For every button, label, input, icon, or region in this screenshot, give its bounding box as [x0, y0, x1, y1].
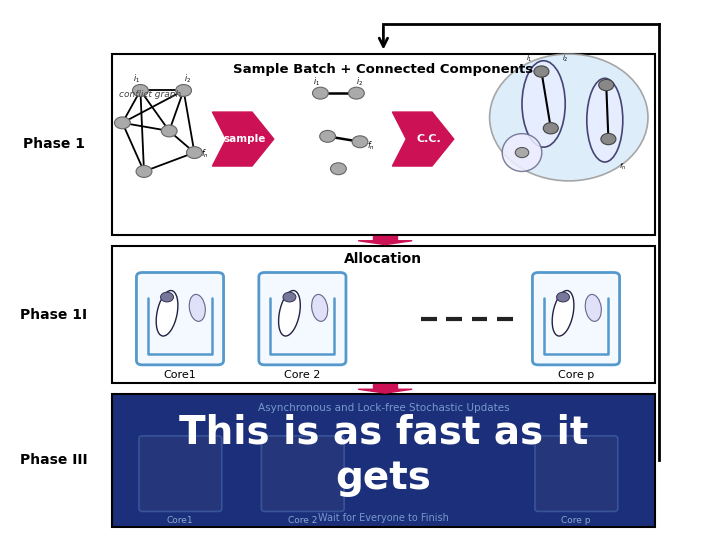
Text: $i_1$: $i_1$ — [313, 76, 320, 88]
Text: $f_n$: $f_n$ — [367, 139, 374, 152]
Ellipse shape — [279, 291, 300, 336]
FancyBboxPatch shape — [137, 273, 223, 365]
Circle shape — [516, 147, 528, 158]
Text: $f_n$: $f_n$ — [619, 162, 626, 172]
Ellipse shape — [503, 134, 542, 172]
Text: Sample Batch + Connected Components: Sample Batch + Connected Components — [233, 63, 534, 76]
FancyBboxPatch shape — [533, 273, 620, 365]
FancyBboxPatch shape — [261, 436, 344, 511]
Circle shape — [161, 292, 174, 302]
Circle shape — [114, 117, 130, 129]
Text: $i_1$: $i_1$ — [526, 54, 533, 64]
Text: Phase III: Phase III — [20, 454, 88, 467]
Bar — [373, 236, 397, 241]
Text: Core p: Core p — [558, 370, 594, 380]
Circle shape — [136, 165, 152, 177]
Circle shape — [601, 133, 616, 145]
Text: Allocation: Allocation — [344, 252, 423, 266]
Polygon shape — [392, 112, 454, 166]
Text: Core1: Core1 — [167, 516, 193, 525]
Circle shape — [352, 136, 368, 148]
Ellipse shape — [156, 291, 178, 336]
FancyBboxPatch shape — [112, 246, 655, 383]
FancyBboxPatch shape — [139, 436, 222, 511]
Text: conflict graph: conflict graph — [119, 90, 181, 99]
Ellipse shape — [189, 294, 205, 321]
Circle shape — [330, 163, 346, 175]
Ellipse shape — [490, 54, 648, 181]
Text: Core 2: Core 2 — [284, 370, 320, 380]
Text: Phase 1: Phase 1 — [23, 138, 85, 151]
Circle shape — [161, 125, 177, 137]
Circle shape — [348, 87, 364, 99]
Bar — [373, 384, 397, 389]
Text: Core 2: Core 2 — [288, 516, 317, 525]
Text: $i_2$: $i_2$ — [562, 54, 569, 64]
Circle shape — [557, 292, 570, 302]
FancyBboxPatch shape — [112, 54, 655, 235]
Circle shape — [176, 84, 192, 97]
FancyBboxPatch shape — [112, 394, 655, 526]
Text: C.C.: C.C. — [416, 134, 441, 144]
Text: Phase 1I: Phase 1I — [20, 308, 88, 321]
FancyBboxPatch shape — [535, 436, 618, 511]
Text: This is as fast as it
gets: This is as fast as it gets — [179, 413, 588, 497]
Ellipse shape — [587, 78, 623, 162]
Polygon shape — [359, 241, 412, 245]
Polygon shape — [359, 389, 412, 393]
Circle shape — [534, 66, 549, 77]
Polygon shape — [212, 112, 274, 166]
Ellipse shape — [552, 291, 574, 336]
Ellipse shape — [585, 294, 601, 321]
Circle shape — [132, 84, 148, 97]
Circle shape — [312, 87, 328, 99]
Text: Asynchronous and Lock-free Stochastic Updates: Asynchronous and Lock-free Stochastic Up… — [258, 403, 509, 413]
Text: Core p: Core p — [562, 516, 590, 525]
Circle shape — [283, 292, 296, 302]
Text: $f_n$: $f_n$ — [202, 148, 209, 160]
Ellipse shape — [312, 294, 328, 321]
Text: $i_1$: $i_1$ — [133, 73, 140, 85]
Circle shape — [599, 79, 613, 91]
Circle shape — [186, 147, 202, 159]
Circle shape — [544, 123, 558, 134]
Text: Core1: Core1 — [163, 370, 197, 380]
Text: Wait for Everyone to Finish: Wait for Everyone to Finish — [318, 514, 449, 523]
Ellipse shape — [522, 60, 565, 147]
FancyBboxPatch shape — [259, 273, 346, 365]
Circle shape — [320, 131, 336, 142]
Text: sample: sample — [224, 134, 266, 144]
Text: $i_2$: $i_2$ — [184, 73, 191, 85]
Text: $i_2$: $i_2$ — [356, 76, 364, 88]
